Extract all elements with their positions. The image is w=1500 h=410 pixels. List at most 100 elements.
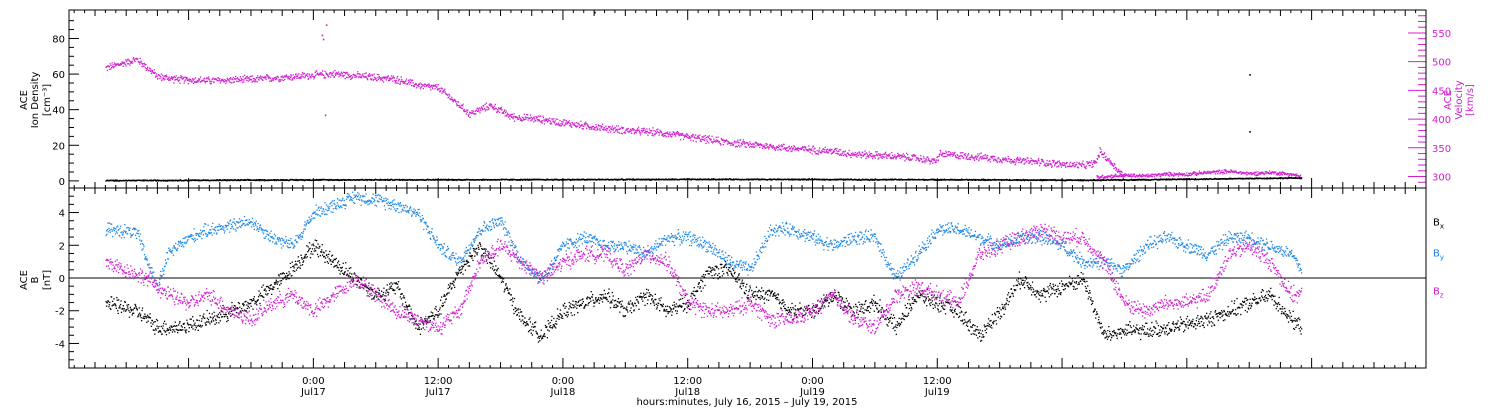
data-point bbox=[797, 179, 800, 181]
data-point bbox=[387, 178, 389, 180]
data-point bbox=[655, 179, 657, 181]
data-point bbox=[258, 79, 260, 81]
data-point bbox=[622, 127, 625, 129]
data-point bbox=[425, 85, 427, 88]
data-point bbox=[821, 150, 824, 153]
data-point bbox=[1167, 173, 1169, 175]
data-point bbox=[947, 154, 949, 156]
data-point bbox=[1116, 175, 1118, 177]
data-point bbox=[428, 84, 430, 86]
data-point bbox=[1094, 162, 1096, 164]
data-point bbox=[1169, 173, 1171, 176]
data-point bbox=[143, 65, 145, 67]
data-point bbox=[585, 121, 587, 123]
data-point bbox=[274, 78, 277, 81]
data-point bbox=[529, 114, 532, 116]
data-point bbox=[314, 71, 316, 74]
data-point bbox=[826, 152, 828, 154]
data-point bbox=[268, 76, 270, 78]
data-point bbox=[165, 74, 168, 76]
data-point bbox=[597, 128, 599, 131]
data-point bbox=[986, 157, 988, 160]
data-point bbox=[930, 160, 933, 163]
data-point bbox=[478, 110, 480, 112]
data-point bbox=[453, 99, 455, 101]
data-point bbox=[500, 108, 502, 110]
data-point bbox=[119, 62, 122, 65]
data-point bbox=[848, 153, 850, 156]
data-point bbox=[959, 158, 961, 160]
data-point bbox=[243, 79, 245, 81]
data-point bbox=[747, 143, 749, 145]
data-point bbox=[905, 158, 907, 160]
data-point bbox=[1101, 176, 1103, 178]
data-point bbox=[499, 108, 501, 110]
data-point bbox=[126, 60, 128, 63]
data-point bbox=[185, 76, 187, 79]
data-point bbox=[1046, 164, 1049, 166]
data-point bbox=[794, 178, 796, 180]
data-point bbox=[688, 137, 690, 139]
data-point bbox=[850, 152, 853, 155]
data-point bbox=[177, 79, 179, 81]
data-point bbox=[671, 136, 673, 138]
data-point bbox=[294, 179, 297, 181]
data-point bbox=[349, 76, 351, 78]
data-point bbox=[163, 79, 165, 81]
data-point bbox=[413, 85, 416, 87]
data-point bbox=[316, 73, 318, 75]
data-point bbox=[1288, 173, 1290, 175]
data-point bbox=[696, 137, 698, 139]
top-panel-data bbox=[105, 11, 1303, 182]
data-point bbox=[943, 178, 946, 180]
data-point bbox=[833, 150, 835, 152]
data-point bbox=[665, 135, 667, 137]
data-point bbox=[663, 132, 665, 135]
data-point bbox=[626, 128, 628, 130]
data-point bbox=[845, 154, 847, 157]
data-point bbox=[226, 179, 228, 182]
data-point bbox=[968, 158, 970, 160]
data-point bbox=[1170, 172, 1172, 175]
data-point bbox=[172, 77, 174, 79]
data-point bbox=[797, 147, 799, 150]
data-point bbox=[1246, 171, 1248, 173]
data-point bbox=[585, 123, 587, 125]
data-point bbox=[959, 152, 962, 154]
data-point bbox=[911, 178, 913, 180]
data-point bbox=[586, 127, 588, 130]
data-point bbox=[969, 157, 971, 159]
data-point bbox=[132, 58, 134, 60]
data-point bbox=[630, 130, 632, 132]
data-point bbox=[1039, 179, 1041, 181]
data-point bbox=[240, 77, 242, 80]
data-point bbox=[1258, 174, 1260, 176]
data-point bbox=[418, 86, 420, 88]
data-point bbox=[441, 92, 443, 94]
data-point bbox=[181, 75, 183, 77]
data-point bbox=[1240, 171, 1242, 173]
data-point bbox=[259, 180, 261, 182]
data-point bbox=[508, 114, 510, 116]
data-point bbox=[714, 140, 716, 142]
data-point bbox=[780, 149, 782, 151]
data-point bbox=[1055, 162, 1058, 164]
data-point bbox=[1096, 157, 1098, 160]
data-point bbox=[422, 84, 424, 86]
data-point bbox=[442, 90, 445, 92]
data-point bbox=[402, 80, 404, 83]
data-point bbox=[933, 159, 935, 161]
data-point bbox=[919, 157, 921, 160]
data-point bbox=[1089, 161, 1091, 163]
data-point bbox=[973, 179, 976, 181]
data-point bbox=[1213, 178, 1215, 180]
data-point bbox=[842, 150, 844, 153]
data-point bbox=[994, 155, 996, 158]
data-point bbox=[940, 153, 942, 155]
data-point bbox=[807, 149, 809, 151]
data-point bbox=[1225, 170, 1227, 172]
data-point bbox=[826, 150, 828, 152]
data-point bbox=[1275, 171, 1277, 173]
data-point bbox=[407, 82, 409, 85]
data-point bbox=[702, 136, 704, 138]
